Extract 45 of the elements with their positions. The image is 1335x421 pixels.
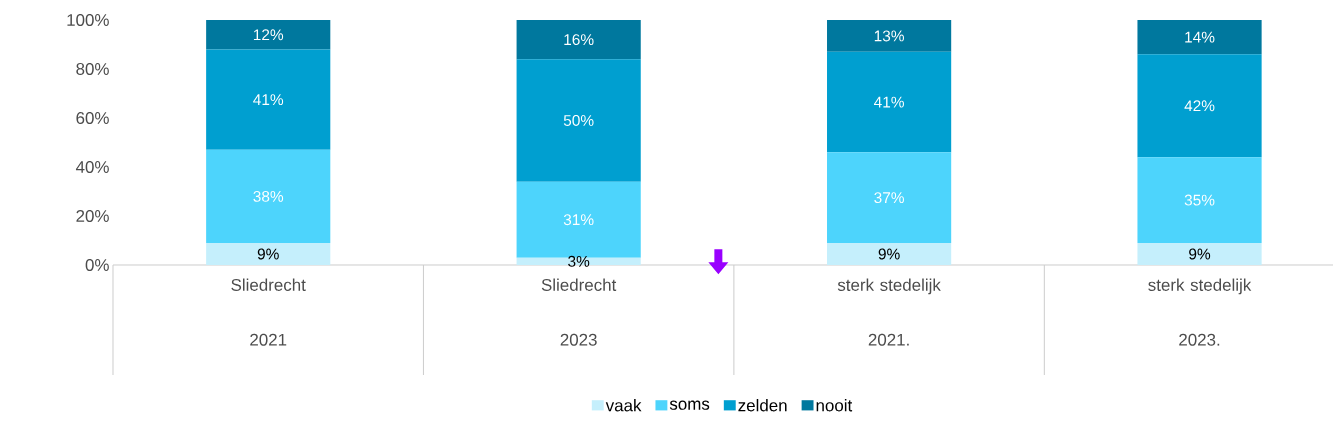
bar (827, 242, 952, 265)
legend-label: vaak (605, 399, 642, 412)
bar (827, 51, 952, 153)
data-label: 41% (874, 96, 904, 108)
y-tick-label: 20% (76, 210, 109, 222)
data-label: 12% (253, 29, 284, 41)
y-tick-label: 60% (76, 112, 109, 124)
bar (827, 152, 952, 243)
bar (516, 59, 641, 182)
data-label: 14% (1185, 31, 1215, 43)
category-label: Sliedrecht 2023 (541, 278, 617, 346)
category-label: sterk stedelijk 2023. (1148, 278, 1252, 346)
bar (206, 242, 331, 265)
y-tick-label: 0% (85, 259, 109, 271)
bar (206, 49, 331, 150)
data-label: 41% (253, 94, 284, 106)
legend-label: zelden (738, 399, 787, 412)
bar (1137, 54, 1262, 158)
data-label: 13% (874, 30, 904, 42)
data-label: 37% (874, 192, 904, 204)
legend-label: soms (669, 400, 710, 410)
data-label: 35% (1184, 194, 1215, 206)
category-label: Sliedrecht 2021 (231, 278, 306, 346)
bar (206, 149, 331, 243)
bar (1137, 20, 1262, 55)
legend-label: nooit (816, 399, 853, 412)
bar (206, 20, 331, 50)
bar (1137, 242, 1262, 265)
data-label: 50% (563, 114, 594, 126)
data-label: 9% (878, 248, 900, 260)
data-label: 38% (253, 190, 284, 202)
y-tick-label: 40% (75, 161, 109, 173)
bar (516, 20, 641, 60)
data-label: 42% (1184, 100, 1215, 112)
y-tick-label: 100% (67, 14, 109, 26)
data-label: 9% (257, 248, 279, 260)
data-label: 9% (1189, 248, 1211, 260)
data-label: 16% (564, 34, 594, 46)
bar (516, 257, 641, 265)
data-label: 31% (563, 214, 594, 226)
bar (1137, 157, 1262, 243)
category-label: sterk stedelijk 2021. (837, 278, 941, 346)
bar (827, 20, 952, 52)
data-label: 3% (568, 255, 590, 267)
y-tick-label: 80% (76, 63, 109, 75)
